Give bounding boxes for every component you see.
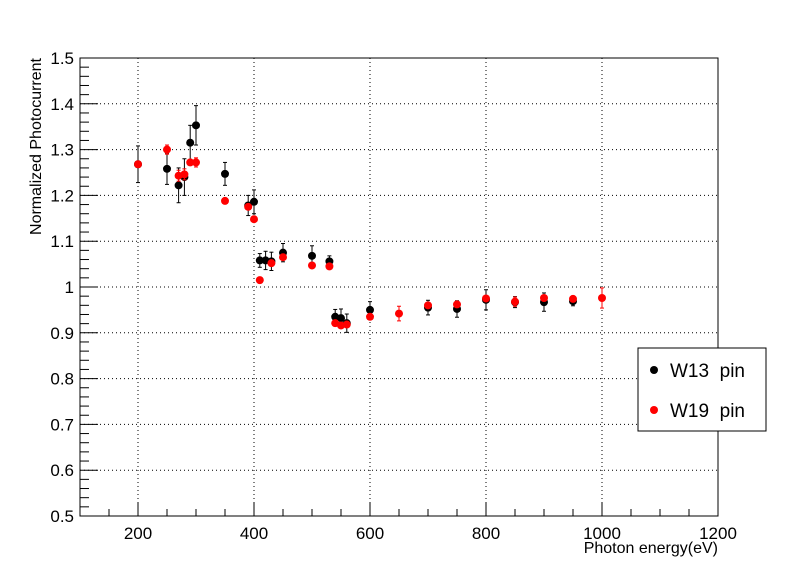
y-tick-label: 1.4 — [50, 95, 74, 114]
data-point — [308, 261, 316, 270]
data-point — [134, 160, 142, 169]
y-tick-label: 1.5 — [50, 49, 74, 68]
y-tick-label: 1.2 — [50, 186, 74, 205]
data-point — [163, 164, 171, 173]
data-point — [308, 251, 316, 260]
data-point — [192, 158, 200, 167]
y-tick-label: 0.6 — [50, 461, 74, 480]
data-point — [482, 294, 490, 303]
data-point — [250, 197, 258, 206]
x-tick-label: 600 — [356, 524, 384, 543]
x-tick-label: 200 — [124, 524, 152, 543]
data-point — [342, 320, 351, 329]
data-point — [598, 293, 606, 302]
x-tick-label: 1200 — [699, 524, 737, 543]
data-point — [174, 181, 183, 190]
data-point — [250, 215, 258, 224]
data-point — [337, 314, 345, 323]
series-2 — [134, 144, 606, 330]
data-point — [424, 301, 432, 310]
tick-labels: 200 400 600 800 1000 1200 0.5 0.6 0.7 0.8 0.9 1 1.1 1… — [50, 49, 737, 543]
data-point — [267, 259, 276, 268]
x-tick-label: 400 — [240, 524, 268, 543]
y-tick-label: 0.9 — [50, 324, 74, 343]
axis-ticks — [80, 57, 719, 517]
data-point — [366, 305, 374, 314]
data-point — [453, 300, 461, 309]
y-tick-label: 0.8 — [50, 370, 74, 389]
data-marks — [134, 105, 606, 333]
legend-label-w13: W13 pin — [670, 361, 745, 382]
y-axis-title: Normalized Photocurrent — [28, 57, 45, 235]
y-tick-label: 1.1 — [50, 232, 74, 251]
data-point — [255, 276, 264, 285]
x-axis-title: Photon energy(eV) — [584, 540, 718, 557]
x-tick-label: 800 — [472, 524, 500, 543]
data-point — [255, 256, 264, 265]
data-point — [511, 297, 519, 306]
y-tick-label: 0.5 — [50, 507, 74, 526]
data-point — [192, 121, 200, 130]
data-point — [186, 158, 195, 167]
data-point — [540, 293, 548, 302]
y-tick-label: 0.7 — [50, 415, 74, 434]
y-tick-label: 1 — [65, 278, 74, 297]
data-point — [325, 262, 334, 271]
legend-box — [637, 347, 767, 432]
legend: W13 pin W19 pin — [637, 347, 767, 432]
data-point — [569, 294, 577, 303]
legend-label-w19: W19 pin — [670, 401, 745, 422]
x-tick-label: 1000 — [583, 524, 621, 543]
legend-marker-w19 — [650, 406, 658, 414]
data-point — [244, 202, 253, 211]
data-point — [395, 309, 403, 318]
data-point — [366, 312, 374, 321]
data-point — [221, 196, 229, 205]
grid-lines — [80, 58, 718, 516]
legend-marker-w13 — [650, 366, 658, 374]
data-point — [221, 169, 229, 178]
data-point — [279, 253, 287, 262]
y-tick-label: 1.3 — [50, 141, 74, 160]
data-point — [163, 145, 171, 154]
data-point — [180, 170, 189, 179]
data-point — [186, 138, 195, 147]
